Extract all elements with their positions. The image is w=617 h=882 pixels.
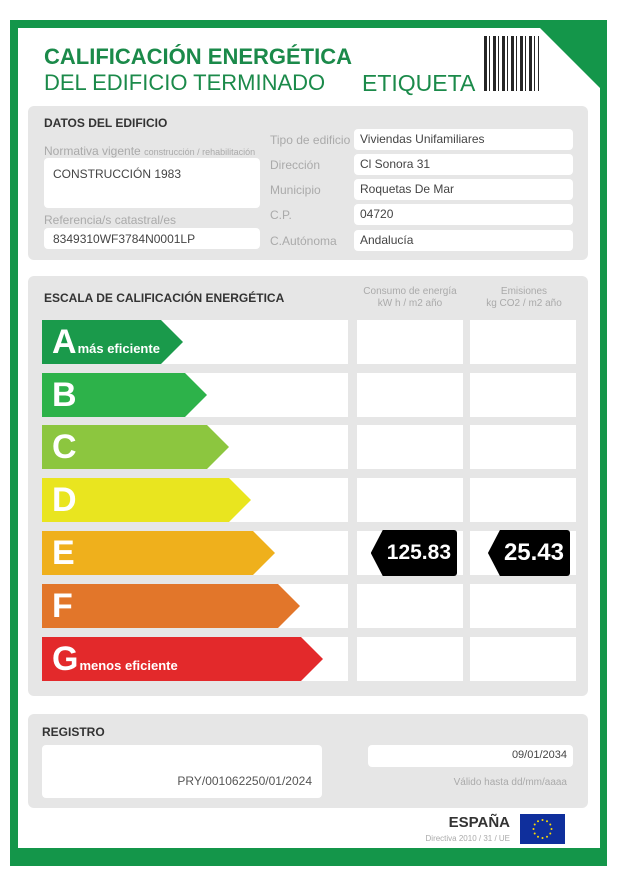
eu-star	[549, 823, 552, 826]
label-type: ETIQUETA	[362, 70, 476, 96]
country-name: ESPAÑA	[448, 814, 510, 831]
rating-letter: B	[52, 376, 77, 414]
rating-letter: G	[52, 640, 79, 678]
emissions-unit: kg CO2 / m2 año	[486, 298, 562, 309]
eu-star	[533, 832, 536, 835]
rating-arrow-f: F	[42, 584, 300, 628]
emissions-rating-tag: 25.43	[487, 530, 570, 576]
consumption-unit: kW h / m2 año	[377, 298, 443, 309]
rating-letter: D	[52, 481, 77, 519]
rating-letter: C	[52, 428, 77, 466]
field-value: Andalucía	[354, 230, 573, 251]
emissions-cell	[470, 425, 576, 469]
title-line-1: CALIFICACIÓN ENERGÉTICA	[44, 44, 352, 69]
rating-row-a: Amás eficiente	[42, 320, 348, 364]
rating-arrow-g: Gmenos eficiente	[42, 637, 323, 681]
emissions-title: Emisiones	[500, 286, 548, 297]
rating-arrow-d: D	[42, 478, 251, 522]
eu-star	[546, 835, 548, 838]
consumption-cell: 125.83	[357, 530, 463, 576]
qr-code-icon	[484, 36, 539, 91]
eu-star	[550, 828, 553, 830]
rating-letter: A	[52, 323, 77, 361]
valid-until-label: Válido hasta dd/mm/aaaa	[453, 777, 567, 788]
field-value: 04720	[354, 204, 573, 225]
field-label: C.P.	[270, 208, 292, 222]
field-label: Tipo de edificio	[270, 133, 351, 147]
emissions-cell	[470, 373, 576, 417]
consumption-cell	[357, 425, 463, 469]
field-label: C.Autónoma	[270, 234, 337, 248]
emissions-cell	[470, 637, 576, 681]
eu-star	[532, 828, 535, 830]
valid-until-date: 09/01/2034	[368, 745, 573, 767]
eu-star	[541, 837, 544, 839]
consumption-cell	[357, 584, 463, 628]
cadastral-label: Referencia/s catastral/es	[44, 213, 177, 227]
rating-note: menos eficiente	[79, 658, 178, 673]
registry-heading: REGISTRO	[42, 725, 105, 739]
field-value: Cl Sonora 31	[354, 154, 573, 175]
building-data-heading: DATOS DEL EDIFICIO	[44, 116, 168, 130]
consumption-title: Consumo de energía	[363, 286, 457, 297]
rating-arrow-e: E	[42, 531, 275, 575]
eu-star	[537, 820, 539, 823]
emissions-cell	[470, 478, 576, 522]
consumption-rating-tag: 125.83	[370, 530, 457, 576]
rating-row-e: E	[42, 531, 348, 575]
field-label: Municipio	[270, 183, 321, 197]
eu-star	[549, 832, 552, 835]
emissions-cell	[470, 320, 576, 364]
rating-arrow-c: C	[42, 425, 229, 469]
emissions-cell: 25.43	[470, 530, 576, 576]
title-line-2: DEL EDIFICIO TERMINADO	[44, 70, 326, 95]
cadastral-value: 8349310WF3784N0001LP	[44, 228, 260, 249]
rating-arrow-a: Amás eficiente	[42, 320, 183, 364]
consumption-cell	[357, 637, 463, 681]
rating-row-d: D	[42, 478, 348, 522]
eu-star	[541, 819, 544, 821]
rating-note: más eficiente	[77, 341, 160, 356]
rating-row-b: B	[42, 373, 348, 417]
field-value: Viviendas Unifamiliares	[354, 129, 573, 150]
rating-letter: F	[52, 587, 73, 625]
emissions-cell	[470, 584, 576, 628]
registry-box	[42, 745, 322, 798]
eu-star	[533, 823, 536, 826]
rating-row-f: F	[42, 584, 348, 628]
eu-flag-icon	[520, 814, 565, 844]
field-value: Roquetas De Mar	[354, 179, 573, 200]
rating-row-c: C	[42, 425, 348, 469]
rating-row-g: Gmenos eficiente	[42, 637, 348, 681]
rating-arrow-b: B	[42, 373, 207, 417]
registry-number: PRY/001062250/01/2024	[177, 774, 312, 788]
normativa-label: Normativa vigente	[44, 144, 141, 158]
normativa-value: CONSTRUCCIÓN 1983	[44, 158, 260, 208]
field-label: Dirección	[270, 158, 321, 172]
normativa-sublabel: construcción / rehabilitación	[144, 147, 256, 157]
consumption-cell	[357, 478, 463, 522]
eu-star	[537, 835, 539, 838]
directive-text: Directiva 2010 / 31 / UE	[425, 834, 510, 843]
consumption-cell	[357, 320, 463, 364]
consumption-cell	[357, 373, 463, 417]
eu-star	[546, 820, 548, 823]
rating-scale-heading: ESCALA DE CALIFICACIÓN ENERGÉTICA	[44, 291, 285, 305]
rating-letter: E	[52, 534, 75, 572]
